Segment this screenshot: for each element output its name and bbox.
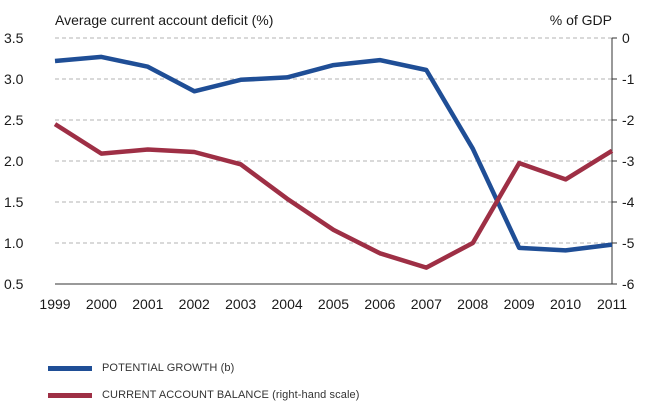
series-line-current-account-balance (53, 122, 614, 270)
legend-label-potential-growth: POTENTIAL GROWTH (b) (102, 362, 235, 374)
grid-lines (55, 37, 612, 244)
legend-swatch-potential-growth (48, 365, 92, 371)
right-tick-label: -6 (622, 276, 635, 292)
x-tick-label: 2001 (132, 296, 163, 312)
left-tick-label: 0.5 (4, 276, 24, 292)
x-tick-label: 2002 (179, 296, 210, 312)
legend: POTENTIAL GROWTH (b) CURRENT ACCOUNT BAL… (48, 358, 359, 412)
legend-label-current-account-balance: CURRENT ACCOUNT BALANCE (right-hand scal… (102, 389, 360, 401)
series-line-potential-growth (54, 54, 613, 253)
x-tick-label: 2000 (86, 296, 117, 312)
legend-item-current-account-balance: CURRENT ACCOUNT BALANCE (right-hand scal… (48, 385, 359, 405)
x-tick-label: 2005 (318, 296, 349, 312)
left-tick-label: 1.0 (4, 235, 24, 251)
left-axis-title: Average current account deficit (%) (55, 12, 273, 28)
x-axis-tick-labels: 1999 2000 2001 2002 2003 2004 2005 2006 2007 2008… (39, 296, 627, 312)
x-tick-label: 2008 (457, 296, 488, 312)
x-tick-label: 1999 (39, 296, 70, 312)
right-tick-label: -2 (622, 112, 635, 128)
left-tick-label: 1.5 (4, 194, 24, 210)
legend-item-potential-growth: POTENTIAL GROWTH (b) (48, 358, 359, 378)
right-tick-label: -4 (622, 194, 635, 210)
left-tick-label: 2.0 (4, 153, 24, 169)
left-tick-label: 3.5 (4, 30, 24, 46)
right-tick-label: -1 (622, 71, 635, 87)
right-tick-label: -3 (622, 153, 635, 169)
x-tick-label: 2007 (411, 296, 442, 312)
right-axis-tick-labels: -6 -5 -4 -3 -2 -1 0 (622, 30, 635, 292)
line-chart: Average current account deficit (%) % of… (4, 12, 635, 312)
x-tick-label: 2003 (225, 296, 256, 312)
x-tick-label: 2004 (272, 296, 303, 312)
right-tick-label: 0 (622, 30, 630, 46)
right-tick-label: -5 (622, 235, 635, 251)
x-tick-label: 2006 (364, 296, 395, 312)
legend-swatch-current-account-balance (48, 392, 92, 398)
x-tick-label: 2010 (550, 296, 581, 312)
left-axis-tick-labels: 0.5 1.0 1.5 2.0 2.5 3.0 3.5 (4, 30, 24, 292)
left-tick-label: 3.0 (4, 71, 24, 87)
series-lines (53, 54, 614, 270)
axes (55, 37, 617, 285)
right-axis-title: % of GDP (550, 12, 612, 28)
left-tick-label: 2.5 (4, 112, 24, 128)
x-tick-label: 2011 (597, 296, 627, 312)
x-tick-label: 2009 (504, 296, 535, 312)
